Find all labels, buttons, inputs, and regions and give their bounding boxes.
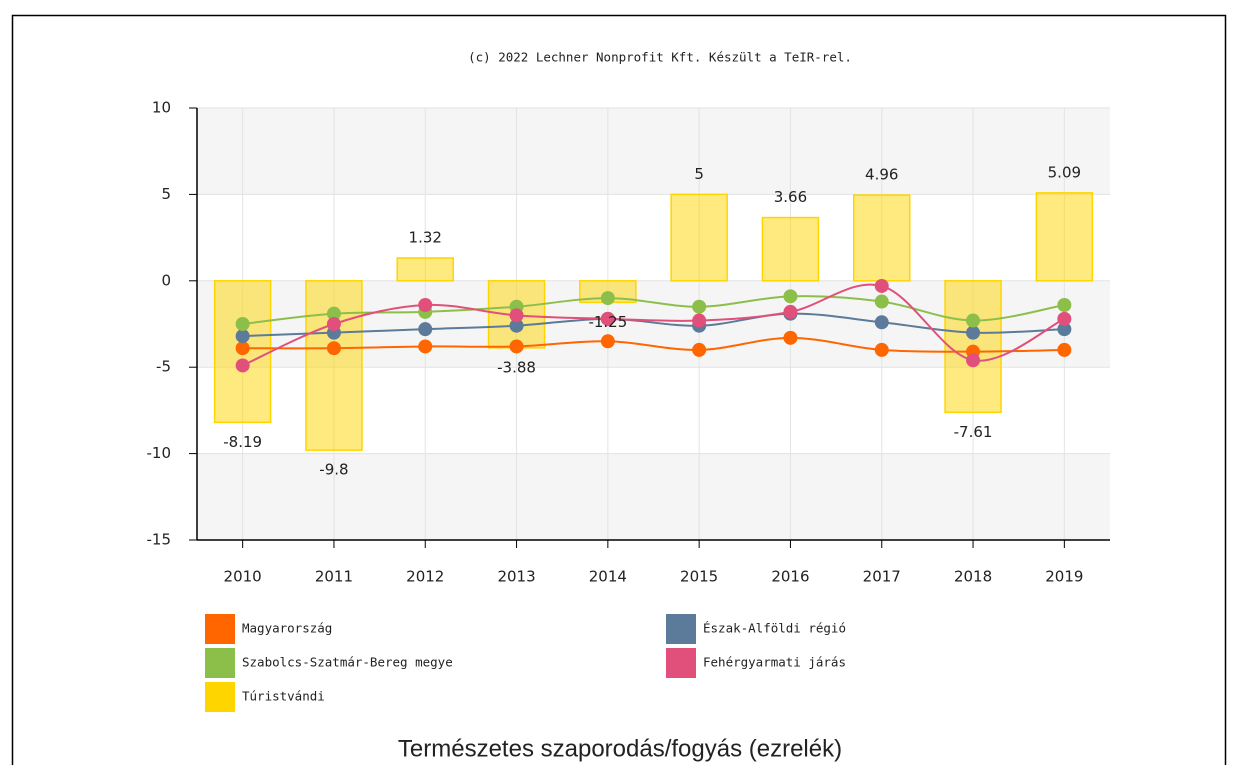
- point: [874, 342, 889, 357]
- bar: [396, 257, 454, 282]
- point: [966, 325, 981, 340]
- point: [600, 291, 615, 306]
- data-label: -1.25: [588, 313, 627, 331]
- x-tick-label: 2011: [315, 568, 353, 586]
- data-label: -9.8: [319, 461, 348, 479]
- y-tick-label: 5: [161, 185, 171, 203]
- line: [242, 312, 1065, 338]
- point: [509, 308, 524, 323]
- point: [418, 339, 433, 354]
- line: [242, 283, 1065, 367]
- data-label: 3.66: [774, 188, 807, 206]
- point: [418, 322, 433, 337]
- data-label: 4.96: [865, 166, 898, 184]
- frame: [11, 14, 1227, 765]
- x-tick-label: 2010: [224, 568, 262, 586]
- legend-swatch: [666, 614, 696, 644]
- point: [874, 315, 889, 330]
- plot-band: [197, 108, 1110, 195]
- bar: [305, 280, 363, 451]
- point: [692, 299, 707, 314]
- axes: -15 -10 -5 0 5 10 2010 2011 2012 2013 2014 2015 2016…: [147, 99, 1110, 586]
- y-tick-label: -10: [147, 444, 172, 462]
- x-tick-label: 2014: [589, 568, 627, 586]
- legend-label: Fehérgyarmati járás: [703, 655, 846, 670]
- x-tick-label: 2018: [954, 568, 992, 586]
- bars: [213, 192, 1094, 451]
- point: [326, 317, 341, 331]
- point: [783, 289, 798, 304]
- chart-title: Természetes szaporodás/fogyás (ezrelék): [398, 735, 842, 762]
- point: [1057, 311, 1072, 326]
- point: [874, 278, 889, 293]
- data-label: -8.19: [223, 433, 262, 451]
- lines: [235, 278, 1072, 373]
- point: [235, 329, 250, 344]
- y-tick-label: 10: [152, 99, 171, 117]
- point: [509, 318, 524, 333]
- point: [692, 342, 707, 357]
- point: [783, 304, 798, 319]
- chart-subtitle: (c) 2022 Lechner Nonprofit Kft. Készült …: [468, 50, 852, 65]
- point: [874, 294, 889, 309]
- point: [1057, 322, 1072, 337]
- point: [326, 341, 341, 356]
- point: [509, 339, 524, 354]
- line: [242, 336, 1065, 353]
- data-label: 5.09: [1048, 163, 1081, 181]
- x-tick-label: 2015: [680, 568, 718, 586]
- legend-label: Magyarország: [242, 621, 332, 636]
- bar: [670, 193, 728, 282]
- point: [1057, 297, 1072, 312]
- data-label: -3.88: [497, 358, 536, 376]
- legend-swatch: [666, 648, 696, 678]
- legend-swatch: [205, 648, 235, 678]
- data-label: 1.32: [409, 228, 442, 246]
- point: [326, 306, 341, 321]
- x-tick-label: 2012: [406, 568, 444, 586]
- y-tick-label: 0: [161, 271, 171, 289]
- point: [966, 353, 981, 368]
- point: [235, 358, 250, 373]
- bar: [1035, 192, 1094, 282]
- x-tick-label: 2019: [1045, 568, 1083, 586]
- point: [783, 330, 798, 345]
- point: [235, 341, 250, 356]
- point: [966, 313, 981, 328]
- x-tick-label: 2017: [863, 568, 901, 586]
- legend-swatch: [205, 614, 235, 644]
- data-label: 5: [694, 165, 704, 183]
- y-tick-label: -15: [147, 531, 172, 549]
- bar: [853, 194, 911, 282]
- point: [235, 317, 250, 331]
- y-tick-label: -5: [156, 358, 171, 376]
- data-label: -7.61: [954, 423, 993, 441]
- legend-swatch: [205, 682, 235, 712]
- legend-label: Szabolcs-Szatmár-Bereg megye: [242, 655, 453, 670]
- plot-band: [197, 453, 1110, 540]
- point: [600, 311, 615, 326]
- x-tick-label: 2013: [497, 568, 535, 586]
- point: [600, 334, 615, 349]
- point: [692, 313, 707, 328]
- legend-label: Észak-Alföldi régió: [703, 621, 846, 636]
- legend-label: Túristvándi: [242, 689, 325, 704]
- point: [418, 297, 433, 312]
- line: [242, 295, 1065, 325]
- bar: [761, 216, 820, 282]
- x-tick-label: 2016: [771, 568, 809, 586]
- point: [1057, 342, 1072, 357]
